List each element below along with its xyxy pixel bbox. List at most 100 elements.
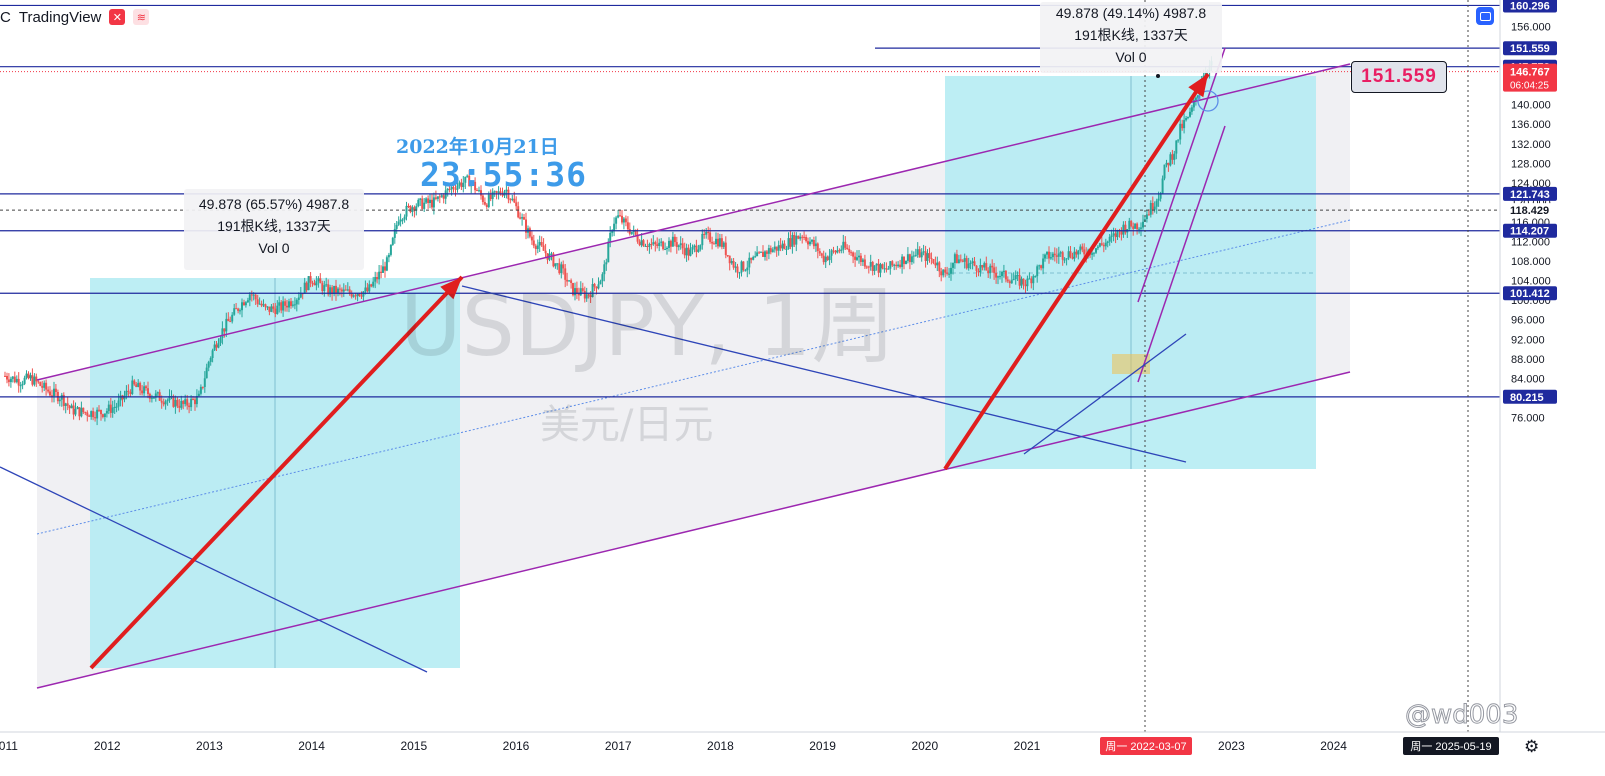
candle [1134, 223, 1137, 229]
candle [413, 207, 416, 211]
candle [474, 181, 477, 191]
candle [223, 328, 226, 332]
candle [272, 306, 275, 309]
gear-icon[interactable]: ⚙ [1524, 737, 1540, 756]
candle [1120, 230, 1123, 235]
candle [1145, 214, 1148, 219]
candle [68, 405, 71, 409]
candle [82, 407, 85, 413]
candle [515, 202, 518, 207]
candle [1179, 123, 1182, 140]
candle [1096, 246, 1099, 249]
candle [1018, 275, 1021, 286]
candle [1122, 224, 1125, 235]
candle [1053, 253, 1056, 256]
candle [125, 390, 128, 396]
candle [107, 404, 110, 411]
candle [350, 293, 353, 297]
candle [852, 252, 855, 257]
candle [1181, 123, 1184, 129]
candle [955, 254, 958, 264]
candle [830, 250, 833, 256]
candle [213, 344, 216, 351]
topbar: C TradingView ✕ ≋ [0, 6, 150, 28]
candle [293, 304, 296, 306]
chart-settings-button[interactable] [1476, 7, 1494, 25]
candle [605, 262, 608, 265]
candle [1034, 276, 1037, 278]
level-price-tag-bg [1503, 223, 1557, 238]
candle [1049, 257, 1052, 259]
candle [942, 269, 945, 276]
price-callout[interactable]: 151.559 [1351, 61, 1447, 93]
candle [701, 234, 704, 246]
candle [589, 295, 592, 297]
candle [873, 265, 876, 271]
channel-upper [36, 63, 1351, 381]
candle [1138, 228, 1141, 230]
candle [953, 254, 956, 263]
candle [842, 241, 845, 250]
candle [642, 240, 645, 246]
candle [703, 234, 706, 235]
candle [818, 251, 821, 254]
time-tick-label: 2013 [196, 739, 223, 753]
measure-box-right: 49.878 (49.14%) 4987.8 191根K线, 1337天 Vol… [1040, 2, 1222, 73]
candle [225, 318, 228, 332]
candle [697, 249, 700, 252]
candle [740, 261, 743, 273]
candle [570, 280, 573, 283]
candle [156, 392, 159, 394]
measure-right-line1: 49.878 (49.14%) 4987.8 [1055, 5, 1207, 21]
candle [1002, 270, 1005, 272]
candle [111, 407, 114, 413]
candle [431, 199, 433, 208]
candle [1183, 120, 1186, 129]
close-icon[interactable]: ✕ [109, 9, 126, 25]
candle [564, 268, 567, 280]
candle [930, 258, 933, 259]
candle [276, 305, 279, 314]
candle [260, 303, 263, 306]
candle [611, 230, 614, 233]
candle [744, 270, 747, 272]
candle [807, 241, 809, 245]
candle [724, 242, 727, 255]
candle [967, 263, 970, 269]
candle [19, 385, 22, 387]
candle [94, 417, 97, 419]
candle [397, 221, 400, 225]
candle [638, 241, 641, 246]
candle [215, 344, 218, 348]
ticker-fragment: C [0, 8, 11, 26]
candle [411, 207, 414, 212]
candle [544, 250, 547, 254]
candle [221, 328, 224, 338]
candle [84, 412, 87, 414]
candle [910, 256, 913, 263]
candle [340, 289, 343, 292]
candle [76, 407, 79, 409]
candle [237, 308, 240, 311]
candle [387, 254, 390, 258]
wave-icon[interactable]: ≋ [133, 9, 150, 25]
candle [393, 228, 396, 238]
time-tick-label: 2018 [707, 739, 734, 753]
candle [45, 382, 48, 390]
candle [812, 240, 815, 247]
candle [748, 257, 751, 268]
candle [74, 408, 77, 415]
level-price-tag: 160.296 [1510, 1, 1550, 13]
candle [123, 395, 126, 400]
candle [497, 191, 500, 193]
candle [205, 367, 208, 379]
candle [199, 386, 202, 394]
candle [278, 302, 281, 306]
candle [928, 253, 931, 258]
time-tick-label: 2015 [400, 739, 427, 753]
last-price-tag: 146.767 [1510, 67, 1550, 79]
candle [997, 276, 999, 278]
candle [195, 396, 198, 405]
candle [1102, 244, 1105, 247]
